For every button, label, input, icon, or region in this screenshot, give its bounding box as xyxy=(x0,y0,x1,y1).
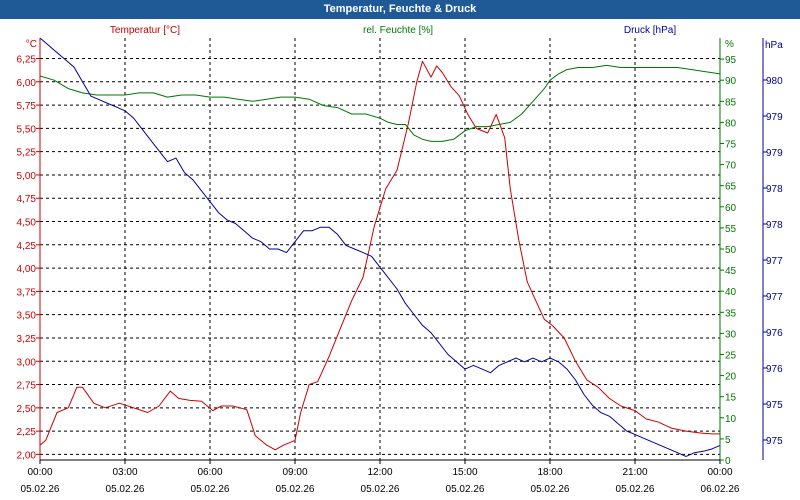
x-tick-date: 05.02.26 xyxy=(616,484,655,495)
humidity-tick-label: 5 xyxy=(725,435,731,446)
humidity-tick-label: 20 xyxy=(725,372,737,383)
x-tick-time: 21:00 xyxy=(622,467,647,478)
x-tick-date: 05.02.26 xyxy=(21,484,60,495)
x-tick-date: 05.02.26 xyxy=(276,484,315,495)
temperature-tick-label: 2,25 xyxy=(17,427,37,438)
series-layer xyxy=(39,37,721,457)
x-tick-time: 03:00 xyxy=(112,467,137,478)
x-tick-time: 12:00 xyxy=(367,467,392,478)
humidity-tick-label: 10 xyxy=(725,414,737,425)
x-tick-time: 15:00 xyxy=(452,467,477,478)
humidity-tick-label: 75 xyxy=(725,140,737,151)
humidity-tick-label: 90 xyxy=(725,76,737,87)
pressure-tick-label: 977 xyxy=(766,256,783,267)
humidity-tick-label: 65 xyxy=(725,182,737,193)
temperature-tick-label: 4,25 xyxy=(17,241,37,252)
humidity-tick-label: 25 xyxy=(725,351,737,362)
x-tick-date: 05.02.26 xyxy=(106,484,145,495)
x-tick-time: 06:00 xyxy=(197,467,222,478)
pressure-tick-label: 975 xyxy=(766,436,783,447)
pressure-tick-label: 979 xyxy=(766,148,783,159)
axes xyxy=(36,38,767,464)
title-bar: Temperatur, Feuchte & Druck xyxy=(0,0,800,19)
humidity-tick-label: 55 xyxy=(725,224,737,235)
humidity-tick-label: 45 xyxy=(725,266,737,277)
temperature-tick-label: 5,50 xyxy=(17,124,37,135)
humidity-tick-label: 35 xyxy=(725,308,737,319)
humidity-tick-label: 70 xyxy=(725,161,737,172)
temperature-tick-label: 4,75 xyxy=(17,194,37,205)
temperature-tick-label: 3,50 xyxy=(17,311,37,322)
humidity-axis-title: rel. Feuchte [%] xyxy=(363,25,433,36)
temperature-tick-label: 3,25 xyxy=(17,334,37,345)
humidity-tick-label: 80 xyxy=(725,118,737,129)
humidity-unit-label: % xyxy=(725,39,734,50)
temperature-tick-label: 5,25 xyxy=(17,148,37,159)
x-tick-time: 18:00 xyxy=(537,467,562,478)
pressure-tick-label: 978 xyxy=(766,220,783,231)
pressure-tick-label: 976 xyxy=(766,364,783,375)
window-title: Temperatur, Feuchte & Druck xyxy=(323,3,477,15)
humidity-tick-label: 0 xyxy=(725,456,731,467)
temperature-tick-label: 5,75 xyxy=(17,101,37,112)
axis-labels: 00:00 05.02.26 03:00 05.02.26 06:00 05.02.26 0… xyxy=(17,25,784,495)
pressure-tick-label: 978 xyxy=(766,184,783,195)
temperature-tick-label: 2,75 xyxy=(17,381,37,392)
x-tick-date: 05.02.26 xyxy=(531,484,570,495)
x-tick-time: 00:00 xyxy=(707,467,732,478)
temperature-tick-label: 2,00 xyxy=(17,450,37,461)
temperature-unit-label: °C xyxy=(26,39,37,50)
x-tick-time: 09:00 xyxy=(282,467,307,478)
pressure-tick-label: 977 xyxy=(766,292,783,303)
temperature-tick-label: 4,00 xyxy=(17,264,37,275)
humidity-tick-label: 50 xyxy=(725,245,737,256)
x-tick-time: 00:00 xyxy=(27,467,52,478)
pressure-tick-label: 979 xyxy=(766,112,783,123)
temperature-tick-label: 3,75 xyxy=(17,287,37,298)
x-tick-date: 06.02.26 xyxy=(701,484,740,495)
humidity-tick-label: 95 xyxy=(725,55,737,66)
temperature-series-line xyxy=(39,60,720,451)
humidity-tick-label: 30 xyxy=(725,329,737,340)
temperature-tick-label: 6,25 xyxy=(17,54,37,65)
temperature-axis-title: Temperatur [°C] xyxy=(110,25,180,36)
pressure-tick-label: 975 xyxy=(766,400,783,411)
humidity-tick-label: 40 xyxy=(725,287,737,298)
grid xyxy=(40,38,720,460)
humidity-series-line xyxy=(39,64,721,142)
temperature-tick-label: 2,50 xyxy=(17,404,37,415)
temperature-tick-label: 3,00 xyxy=(17,357,37,368)
humidity-tick-label: 85 xyxy=(725,97,737,108)
temperature-tick-label: 6,00 xyxy=(17,78,37,89)
humidity-tick-label: 15 xyxy=(725,393,737,404)
pressure-series-line xyxy=(39,37,721,457)
temperature-tick-label: 5,00 xyxy=(17,171,37,182)
x-tick-date: 05.02.26 xyxy=(446,484,485,495)
humidity-tick-label: 60 xyxy=(725,203,737,214)
temperature-tick-label: 4,50 xyxy=(17,218,37,229)
pressure-tick-label: 976 xyxy=(766,328,783,339)
pressure-axis-title: Druck [hPa] xyxy=(624,25,676,36)
pressure-tick-label: 980 xyxy=(766,76,783,87)
pressure-unit-label: hPa xyxy=(765,40,783,51)
x-tick-date: 05.02.26 xyxy=(361,484,400,495)
x-tick-date: 05.02.26 xyxy=(191,484,230,495)
